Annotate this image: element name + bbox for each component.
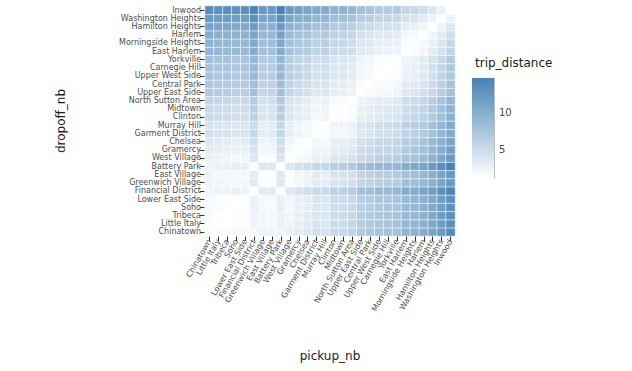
svg-text:Yorkville: Yorkville	[376, 237, 401, 271]
svg-text:Lower East Side: Lower East Side	[137, 195, 201, 204]
svg-text:dropoff_nb: dropoff_nb	[54, 89, 68, 153]
svg-text:Midtown: Midtown	[322, 237, 348, 272]
svg-text:Central Park: Central Park	[152, 80, 201, 89]
svg-text:Financial District: Financial District	[217, 237, 258, 300]
svg-text:Morningside Heights: Morningside Heights	[370, 237, 419, 314]
svg-text:Carnegie Hill: Carnegie Hill	[358, 237, 392, 287]
svg-text:Morningside Heights: Morningside Heights	[119, 38, 201, 47]
svg-text:Midtown: Midtown	[167, 104, 201, 113]
svg-text:Little Italy: Little Italy	[161, 219, 201, 228]
svg-text:East Village: East Village	[244, 237, 276, 283]
svg-text:West Village: West Village	[261, 237, 294, 285]
svg-text:Chinatown: Chinatown	[159, 227, 202, 236]
svg-text:Clinton: Clinton	[316, 237, 339, 267]
svg-text:Yorkville: Yorkville	[167, 55, 201, 64]
svg-text:trip_distance: trip_distance	[475, 56, 552, 70]
svg-text:Inwood: Inwood	[172, 6, 201, 15]
svg-text:Garment District: Garment District	[135, 129, 201, 138]
svg-text:West Village: West Village	[152, 153, 201, 162]
svg-text:Central Park: Central Park	[341, 237, 375, 285]
svg-text:Upper East Side: Upper East Side	[325, 237, 366, 298]
svg-text:East Village: East Village	[154, 170, 201, 179]
svg-text:Battery Park: Battery Park	[152, 162, 202, 171]
svg-text:North Sutton Area: North Sutton Area	[312, 237, 357, 305]
svg-text:Greenwich Village: Greenwich Village	[129, 178, 201, 187]
svg-text:East Harlem: East Harlem	[377, 237, 410, 285]
svg-text:Little Italy: Little Italy	[194, 237, 223, 277]
svg-text:Gramercy: Gramercy	[275, 237, 303, 277]
svg-text:Washington Heights: Washington Heights	[398, 238, 446, 312]
svg-text:Carnegie Hill: Carnegie Hill	[150, 63, 201, 72]
svg-text:pickup_nb: pickup_nb	[300, 349, 361, 363]
svg-text:Washington Heights: Washington Heights	[121, 14, 201, 23]
svg-text:Battery Park: Battery Park	[252, 237, 285, 285]
svg-text:Murray Hill: Murray Hill	[158, 121, 201, 130]
svg-text:Chinatown: Chinatown	[184, 237, 214, 279]
svg-text:Lower East Side: Lower East Side	[209, 237, 250, 298]
svg-text:Gramercy: Gramercy	[162, 145, 202, 154]
svg-text:Harlem: Harlem	[405, 237, 428, 268]
svg-text:Soho: Soho	[181, 203, 201, 212]
svg-text:Murray Hill: Murray Hill	[300, 237, 330, 280]
svg-text:Greenwich Village: Greenwich Village	[223, 237, 267, 305]
svg-text:Clinton: Clinton	[173, 112, 201, 121]
svg-text:North Sutton Area: North Sutton Area	[129, 96, 201, 105]
svg-text:Chelsea: Chelsea	[169, 137, 201, 146]
svg-text:Tribeca: Tribeca	[171, 211, 201, 220]
svg-text:Soho: Soho	[222, 237, 241, 260]
svg-text:Hamilton Heights: Hamilton Heights	[132, 22, 201, 31]
svg-text:Financial District: Financial District	[135, 186, 201, 195]
svg-text:Tribeca: Tribeca	[209, 237, 232, 267]
svg-text:Harlem: Harlem	[172, 30, 201, 39]
svg-text:10: 10	[499, 107, 512, 118]
svg-text:Upper West Side: Upper West Side	[342, 238, 383, 300]
svg-text:East Harlem: East Harlem	[152, 47, 201, 56]
svg-text:5: 5	[499, 144, 505, 155]
svg-text:Upper East Side: Upper East Side	[137, 88, 201, 97]
svg-text:Chelsea: Chelsea	[287, 237, 312, 270]
svg-text:Garment District: Garment District	[280, 238, 321, 300]
svg-text:Upper West Side: Upper West Side	[135, 71, 201, 80]
svg-text:Hamilton Heights: Hamilton Heights	[394, 237, 437, 303]
svg-text:Inwood: Inwood	[432, 238, 454, 267]
